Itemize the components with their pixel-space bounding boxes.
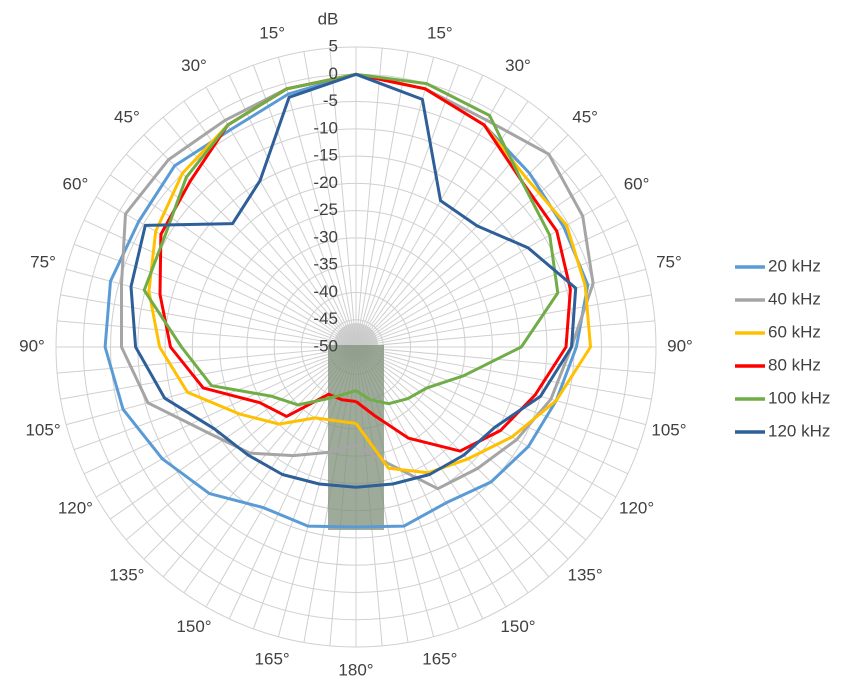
radial-grid-line <box>355 346 639 451</box>
mic-body <box>328 345 384 530</box>
r-tick-label: -20 <box>313 173 338 192</box>
r-tick-label: -50 <box>313 336 338 355</box>
radial-grid-line <box>355 346 529 594</box>
radial-grid-line <box>57 346 357 374</box>
theta-tick-label: 60° <box>63 174 89 193</box>
legend-label: 100 kHz <box>768 388 830 407</box>
ring-grid-line <box>55 46 657 648</box>
ring-grid-line <box>110 101 602 593</box>
radial-grid-line <box>277 57 357 348</box>
radial-grid-line <box>355 346 646 426</box>
legend: 20 kHz 40 kHz 60 kHz 80 kHz 100 kHz 120 kHz <box>735 256 830 440</box>
legend-label: 40 kHz <box>768 289 821 308</box>
series-line <box>129 72 578 489</box>
radial-grid-line <box>355 134 569 348</box>
r-tick-label: -45 <box>313 309 338 328</box>
radial-grid-line <box>109 346 357 520</box>
radial-grid-line <box>162 116 357 348</box>
radial-grid-line <box>355 174 603 348</box>
legend-label: 60 kHz <box>768 322 821 341</box>
radial-grid-line <box>355 57 435 348</box>
ring-grid-line <box>137 128 575 566</box>
theta-tick-label: 120° <box>58 498 93 517</box>
theta-tick-label: 90° <box>19 336 45 355</box>
r-axis-title: dB <box>318 9 339 28</box>
radial-grid-line <box>355 346 652 400</box>
radial-grid-line <box>183 346 357 594</box>
radial-grid-line <box>355 48 383 348</box>
r-tick-label: -10 <box>313 118 338 137</box>
r-tick-label: -5 <box>323 91 338 110</box>
theta-tick-label: 45° <box>572 107 598 126</box>
r-tick-label: -25 <box>313 200 338 219</box>
labels: 5 0 -5 -10 -15 -20 -25 -30 -35 -40 -45 -50 165° 150° 1… <box>19 24 693 680</box>
legend-label: 80 kHz <box>768 355 821 374</box>
series-lines <box>103 72 595 529</box>
radial-grid-line <box>73 346 357 451</box>
radial-grid-line <box>355 116 550 348</box>
r-tick-label: -30 <box>313 227 338 246</box>
theta-tick-label: 150° <box>176 617 211 636</box>
legend-label: 120 kHz <box>768 421 830 440</box>
radial-grid-line <box>355 64 460 348</box>
radial-grid-line <box>252 64 357 348</box>
theta-tick-label: 75° <box>30 253 56 272</box>
theta-tick-label: 30° <box>505 56 531 75</box>
theta-tick-label: 105° <box>651 420 686 439</box>
radial-grid-line <box>355 219 629 348</box>
r-tick-label: -15 <box>313 146 338 165</box>
r-tick-label: -40 <box>313 282 338 301</box>
radial-grid-line <box>125 153 357 348</box>
radial-grid-line <box>355 196 617 348</box>
radial-grid-line <box>83 346 357 475</box>
theta-tick-label: 60° <box>624 174 650 193</box>
theta-tick-label: 150° <box>500 617 535 636</box>
theta-tick-label: 120° <box>619 498 654 517</box>
radial-grid-line <box>57 320 357 348</box>
radial-grid-line <box>95 346 357 498</box>
radial-grid-line <box>355 320 655 348</box>
radial-grid-line <box>60 346 357 400</box>
theta-tick-label: 15° <box>259 24 285 43</box>
radial-grid-line <box>355 86 507 348</box>
radial-grid-line <box>355 346 617 498</box>
r-tick-label: 5 <box>329 36 338 55</box>
radial-grid-line <box>143 134 357 348</box>
radial-grid-line <box>228 74 357 348</box>
radial-grid-line <box>355 268 646 348</box>
theta-tick-label: 15° <box>427 24 453 43</box>
theta-tick-label: 135° <box>109 566 144 585</box>
radial-grid-line <box>355 153 587 348</box>
radial-grid-line <box>355 74 484 348</box>
radial-grid-line <box>329 48 357 348</box>
theta-tick-label: 135° <box>568 566 603 585</box>
microphone <box>328 323 384 530</box>
theta-tick-label: 180° <box>338 660 373 679</box>
radial-grid-line <box>355 346 569 560</box>
theta-tick-label: 165° <box>422 649 457 668</box>
theta-tick-label: 45° <box>114 107 140 126</box>
radial-grid-line <box>355 346 587 541</box>
theta-tick-label: 90° <box>667 336 693 355</box>
radial-grid-line <box>303 51 357 348</box>
radial-grid-line <box>66 268 357 348</box>
radial-grid-line <box>355 346 603 520</box>
radial-grid-line <box>355 51 409 348</box>
radial-grid-line <box>355 346 655 374</box>
radial-grid-line <box>355 346 629 475</box>
ring-grid-line <box>164 155 548 539</box>
theta-tick-label: 105° <box>25 420 60 439</box>
theta-tick-label: 165° <box>255 649 290 668</box>
theta-tick-label: 30° <box>181 56 207 75</box>
radial-grid-line <box>125 346 357 541</box>
r-tick-label: 0 <box>329 64 338 83</box>
radial-grid-line <box>355 294 652 348</box>
r-tick-label: -35 <box>313 255 338 274</box>
legend-label: 20 kHz <box>768 256 821 275</box>
theta-tick-label: 75° <box>656 253 682 272</box>
